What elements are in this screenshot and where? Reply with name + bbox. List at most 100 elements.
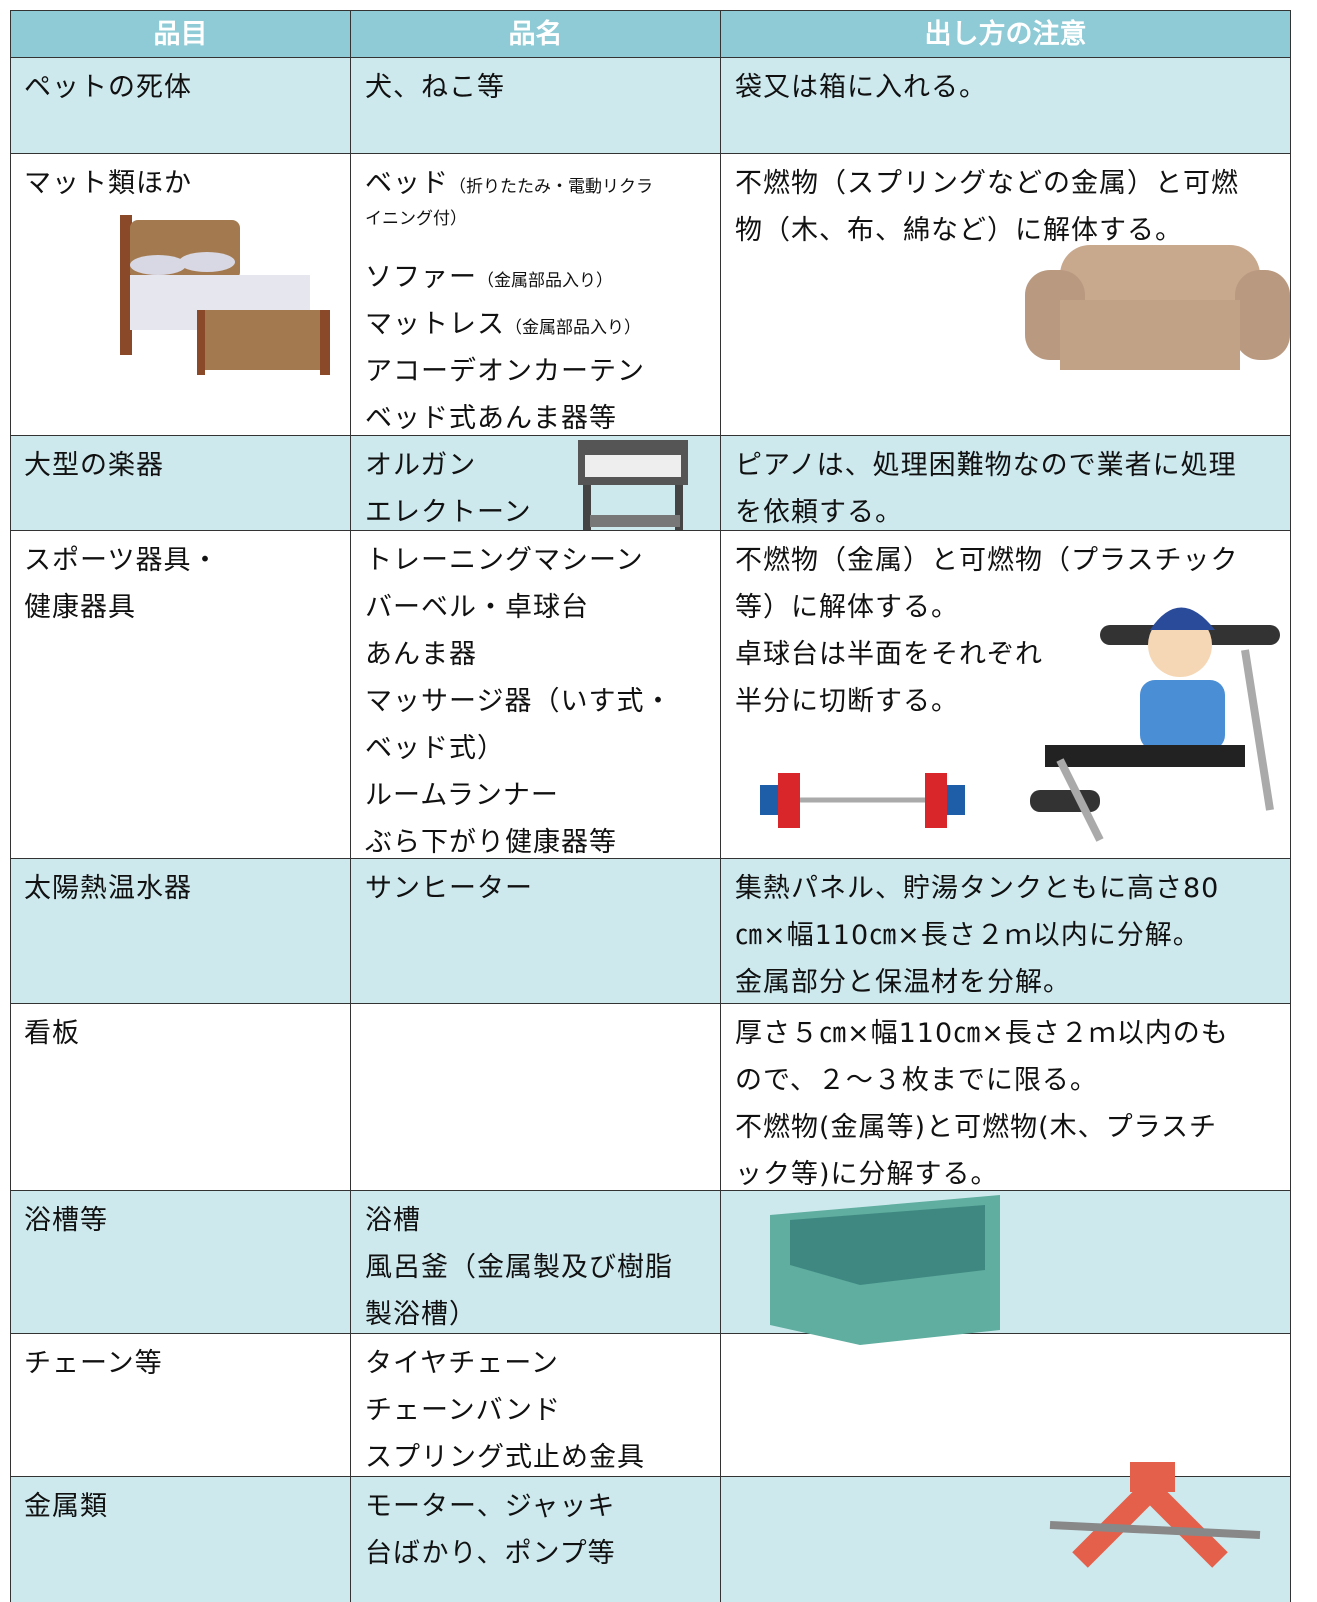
name-line: マッサージ器（いす式・ bbox=[365, 679, 672, 718]
name-text: 台ばかり、ポンプ等 bbox=[365, 1538, 616, 1569]
name-line: 製浴槽） bbox=[365, 1292, 477, 1331]
name-line: チェーンバンド bbox=[365, 1388, 561, 1427]
name-line: タイヤチェーン bbox=[365, 1341, 559, 1380]
item-text: 大型の楽器 bbox=[24, 450, 164, 481]
item-text: チェーン等 bbox=[24, 1348, 163, 1379]
table-cell bbox=[720, 57, 1291, 154]
name-text: 風呂釜（金属製及び樹脂 bbox=[365, 1252, 673, 1283]
name-line: スプリング式止め金具 bbox=[365, 1435, 645, 1474]
name-line: ベッド式） bbox=[365, 726, 505, 765]
table-cell bbox=[350, 57, 721, 154]
name-line: ぶら下がり健康器等 bbox=[365, 820, 617, 859]
note-text: 不燃物(金属等)と可燃物(木、プラスチ bbox=[735, 1112, 1218, 1143]
item-text: スポーツ器具・ bbox=[24, 545, 220, 576]
name-text: あんま器 bbox=[365, 639, 477, 670]
name-line: マットレス（金属部品入り） bbox=[365, 302, 641, 341]
note-text: 不燃物（金属）と可燃物（プラスチック bbox=[735, 545, 1239, 576]
name-text: ベッド式） bbox=[365, 733, 505, 764]
name-line: トレーニングマシーン bbox=[365, 538, 644, 577]
header-cell: 品目 bbox=[10, 10, 351, 58]
table-cell bbox=[720, 1333, 1291, 1477]
table-cell bbox=[350, 1003, 721, 1191]
name-line: 犬、ねこ等 bbox=[365, 65, 505, 104]
note-text: ので、２～３枚までに限る。 bbox=[735, 1065, 1098, 1096]
name-text: マッサージ器（いす式・ bbox=[365, 686, 673, 717]
name-line: 台ばかり、ポンプ等 bbox=[365, 1531, 616, 1570]
note-text: ㎝×幅110㎝×長さ２ｍ以内に分解。 bbox=[735, 920, 1201, 951]
sofa-illustration bbox=[1025, 245, 1290, 370]
name-text: バーベル・卓球台 bbox=[365, 592, 589, 623]
name-line: ソファー（金属部品入り） bbox=[365, 255, 613, 294]
name-text: ソファー bbox=[365, 262, 477, 293]
name-line: エレクトーン bbox=[365, 490, 532, 529]
name-text: ベッド bbox=[365, 168, 449, 199]
item-text: 健康器具 bbox=[24, 592, 136, 623]
note-text: ピアノは、処理困難物なので業者に処理 bbox=[735, 450, 1237, 481]
name-text: ぶら下がり健康器等 bbox=[365, 827, 617, 858]
name-line: イニング付） bbox=[365, 200, 467, 231]
name-line: 風呂釜（金属製及び樹脂 bbox=[365, 1245, 673, 1284]
jack-illustration bbox=[1049, 1462, 1261, 1568]
note-text: 厚さ５㎝×幅110㎝×長さ２ｍ以内のも bbox=[735, 1018, 1229, 1049]
name-text: 犬、ねこ等 bbox=[365, 72, 505, 103]
name-note: （金属部品入り） bbox=[477, 271, 613, 291]
item-text: ペットの死体 bbox=[24, 72, 192, 103]
name-text: スプリング式止め金具 bbox=[365, 1442, 645, 1473]
name-text: トレーニングマシーン bbox=[365, 545, 644, 576]
barbell-illustration bbox=[760, 773, 965, 828]
table-cell bbox=[10, 1333, 351, 1477]
name-line: サンヒーター bbox=[365, 866, 533, 905]
table-cell bbox=[350, 858, 721, 1004]
note-text: 不燃物（スプリングなどの金属）と可燃 bbox=[735, 168, 1239, 199]
name-line: モーター、ジャッキ bbox=[365, 1484, 615, 1523]
name-note: （折りたたみ・電動リクラ bbox=[449, 177, 653, 197]
table-cell bbox=[720, 435, 1291, 531]
name-text: マットレス bbox=[365, 309, 505, 340]
name-line: バーベル・卓球台 bbox=[365, 585, 589, 624]
name-line: ベッド（折りたたみ・電動リクラ bbox=[365, 161, 653, 200]
training-illustration bbox=[1030, 607, 1280, 842]
header-cell: 出し方の注意 bbox=[720, 10, 1291, 58]
bathtub-illustration bbox=[770, 1195, 1000, 1345]
note-text: 卓球台は半面をそれぞれ bbox=[735, 639, 1043, 670]
note-text: 集熱パネル、貯湯タンクともに高さ80 bbox=[735, 873, 1220, 904]
note-text: 袋又は箱に入れる。 bbox=[735, 72, 987, 103]
organ-illustration bbox=[578, 440, 688, 530]
note-text: 半分に切断する。 bbox=[735, 686, 959, 717]
name-line: オルガン bbox=[365, 443, 476, 482]
table-cell bbox=[350, 153, 721, 436]
name-text: エレクトーン bbox=[365, 497, 532, 528]
name-note: イニング付） bbox=[365, 209, 467, 229]
bed-illustration bbox=[120, 215, 330, 375]
name-text: 浴槽 bbox=[365, 1205, 421, 1236]
table-cell bbox=[350, 1190, 721, 1334]
name-text: サンヒーター bbox=[365, 873, 533, 904]
item-text: 金属類 bbox=[24, 1491, 108, 1522]
note-text: を依頼する。 bbox=[735, 497, 903, 528]
table-cell bbox=[350, 530, 721, 859]
note-text: 金属部分と保温材を分解。 bbox=[735, 967, 1071, 998]
table-cell bbox=[10, 57, 351, 154]
table-cell bbox=[10, 530, 351, 859]
name-text: チェーンバンド bbox=[365, 1395, 561, 1426]
name-note: （金属部品入り） bbox=[505, 318, 641, 338]
name-text: ベッド式あんま器等 bbox=[365, 403, 617, 434]
item-text: 看板 bbox=[24, 1018, 80, 1049]
item-text: マット類ほか bbox=[24, 168, 192, 199]
name-line: あんま器 bbox=[365, 632, 477, 671]
name-line: アコーデオンカーテン bbox=[365, 349, 645, 388]
name-line: ルームランナー bbox=[365, 773, 559, 812]
table-cell bbox=[350, 1476, 721, 1602]
item-text: 浴槽等 bbox=[24, 1205, 108, 1236]
item-text: 太陽熱温水器 bbox=[24, 873, 192, 904]
name-text: モーター、ジャッキ bbox=[365, 1491, 616, 1522]
name-text: 製浴槽） bbox=[365, 1299, 477, 1330]
note-text: 等）に解体する。 bbox=[735, 592, 959, 623]
note-text: 物（木、布、綿など）に解体する。 bbox=[735, 215, 1183, 246]
name-text: アコーデオンカーテン bbox=[365, 356, 645, 387]
name-text: オルガン bbox=[365, 450, 477, 481]
name-text: ルームランナー bbox=[365, 780, 559, 811]
name-line: 浴槽 bbox=[365, 1198, 421, 1237]
